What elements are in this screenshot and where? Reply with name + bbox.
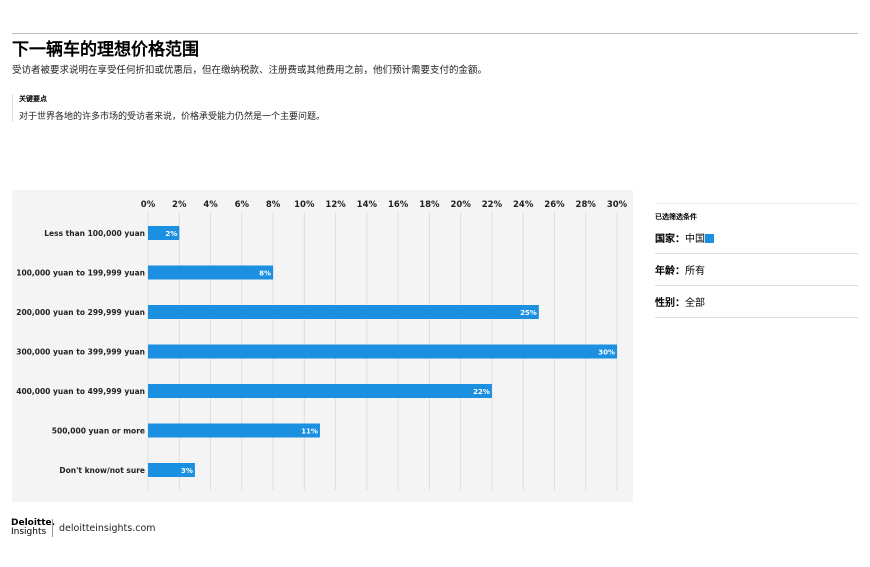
subtitle: 受访者被要求说明在享受任何折扣或优惠后，但在缴纳税款、注册费或其他费用之前，他们… <box>12 65 488 76</box>
tick-label: 22% <box>482 200 503 210</box>
bar-chart: 0% 2% 4% 6% 8% 10% 12% 14% 16% 18% 20% 22% 24% 26% 28%… <box>16 200 628 490</box>
tick-label: 10% <box>294 200 315 210</box>
tick-label: 12% <box>325 200 346 210</box>
filter-label: 年龄： <box>655 266 685 277</box>
filter-value: 中国 <box>685 234 705 245</box>
tick-label: 4% <box>203 200 218 210</box>
chart-area: 0% 2% 4% 6% 8% 10% 12% 14% 16% 18% 20% 22% 24% 26% 28%… <box>12 190 633 502</box>
key-takeaway: 关键要点 对于世界各地的许多市场的受访者来说，价格承受能力仍然是一个主要问题。 <box>12 94 325 122</box>
filter-label: 性别： <box>655 298 685 309</box>
data-label: 25% <box>520 309 537 317</box>
tick-label: 28% <box>576 200 597 210</box>
data-label: 2% <box>165 230 177 238</box>
data-label: 30% <box>598 349 615 357</box>
bar <box>148 463 195 477</box>
tick-label: 30% <box>607 200 628 210</box>
tick-label: 16% <box>388 200 409 210</box>
data-label: 8% <box>259 270 271 278</box>
filter-age: 年龄：所有 <box>655 254 858 286</box>
tick-label: 8% <box>266 200 281 210</box>
tick-label: 18% <box>419 200 440 210</box>
data-label: 22% <box>473 388 490 396</box>
tick-label: 0% <box>141 200 156 210</box>
page-title: 下一辆车的理想价格范围 <box>12 40 199 60</box>
filters-panel: 已选筛选条件 国家：中国 年龄：所有 性别：全部 <box>655 195 858 318</box>
category-label: Don't know/not sure <box>59 466 145 475</box>
filter-value: 所有 <box>685 266 705 277</box>
data-label: 3% <box>181 467 193 475</box>
category-label: 200,000 yuan to 299,999 yuan <box>16 308 145 317</box>
category-label: 400,000 yuan to 499,999 yuan <box>16 387 145 396</box>
footer-link[interactable]: deloitteinsights.com <box>59 523 156 534</box>
filter-gender: 性别：全部 <box>655 286 858 318</box>
key-takeaway-heading: 关键要点 <box>19 95 47 103</box>
bar <box>148 344 617 359</box>
color-swatch <box>705 234 714 243</box>
filter-country: 国家：中国 <box>655 222 858 254</box>
bar <box>148 226 180 240</box>
category-label: 100,000 yuan to 199,999 yuan <box>16 269 145 278</box>
category-label: 300,000 yuan to 399,999 yuan <box>16 348 145 357</box>
filter-value: 全部 <box>685 298 705 309</box>
tick-label: 26% <box>544 200 565 210</box>
bar <box>148 423 320 438</box>
footer-divider <box>52 519 53 537</box>
key-takeaway-text: 对于世界各地的许多市场的受访者来说，价格承受能力仍然是一个主要问题。 <box>19 112 326 122</box>
data-label: 11% <box>301 428 318 436</box>
category-label: Less than 100,000 yuan <box>44 229 145 238</box>
bar <box>148 265 274 280</box>
category-label: 500,000 yuan or more <box>52 427 145 436</box>
tick-label: 2% <box>172 200 187 210</box>
tick-label: 20% <box>450 200 471 210</box>
top-rule <box>12 33 858 34</box>
tick-label: 14% <box>357 200 378 210</box>
bar <box>148 305 539 319</box>
tick-label: 6% <box>235 200 250 210</box>
filter-label: 国家： <box>655 234 685 245</box>
filters-heading: 已选筛选条件 <box>655 203 858 222</box>
bar <box>148 384 492 398</box>
tick-label: 24% <box>513 200 534 210</box>
deloitte-insights-logo: Deloitte. Insights <box>11 518 56 537</box>
filters-heading-text: 已选筛选条件 <box>655 213 697 221</box>
